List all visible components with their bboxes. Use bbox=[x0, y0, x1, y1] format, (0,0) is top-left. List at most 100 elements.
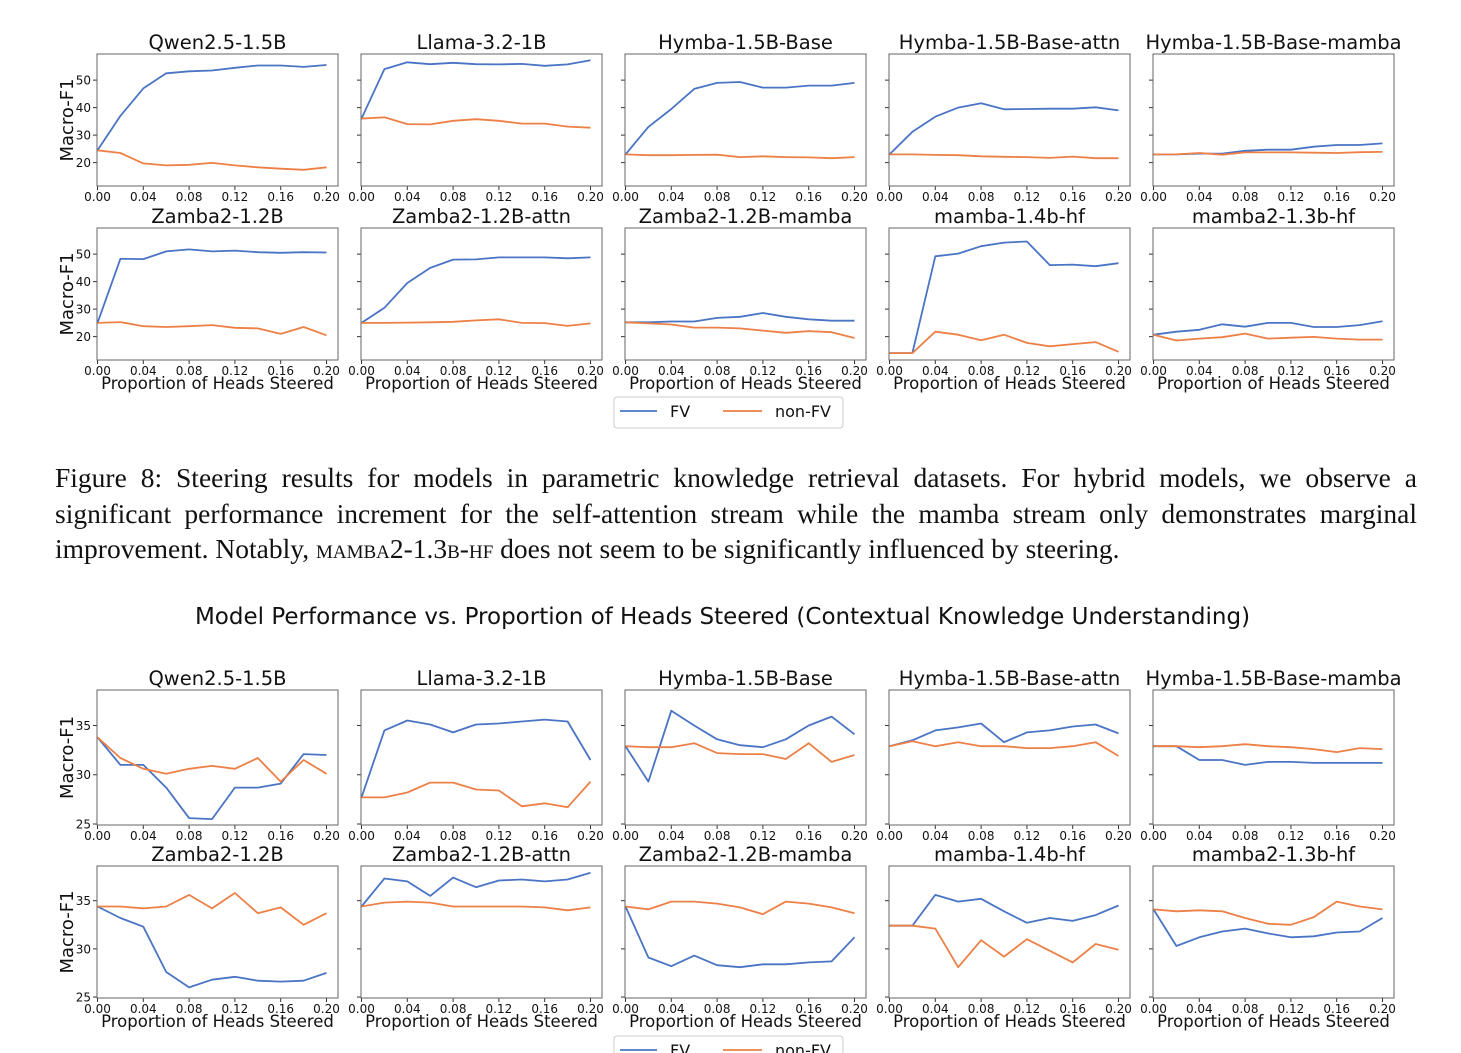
panel-title: Qwen2.5-1.5B bbox=[148, 31, 286, 54]
panel-frame bbox=[360, 865, 603, 999]
x-tick-label: 0.12 bbox=[486, 190, 513, 204]
x-tick-label: 0.20 bbox=[841, 1002, 868, 1016]
y-tick-label: 20 bbox=[76, 156, 91, 170]
fv-series-line bbox=[96, 736, 327, 820]
y-tick-label: 50 bbox=[76, 74, 91, 88]
non-fv-series-line bbox=[97, 149, 327, 171]
x-tick-label: 0.08 bbox=[440, 829, 467, 843]
x-tick-label: 0.12 bbox=[1278, 829, 1305, 843]
panel-title: Qwen2.5-1.5B bbox=[148, 667, 286, 690]
panel-title: Hymba-1.5B-Base-attn bbox=[899, 31, 1120, 54]
x-tick-label: 0.04 bbox=[394, 190, 421, 204]
y-tick-label: 50 bbox=[76, 248, 91, 262]
x-tick-label: 0.04 bbox=[658, 1002, 685, 1016]
x-tick-label: 0.16 bbox=[1059, 364, 1086, 378]
x-tick-label: 0.04 bbox=[130, 364, 157, 378]
panel-frame bbox=[96, 865, 339, 999]
x-tick-label: 0.20 bbox=[1369, 364, 1396, 378]
x-tick-label: 0.16 bbox=[1059, 829, 1086, 843]
x-tick-label: 0.12 bbox=[750, 829, 777, 843]
non-fv-series-line bbox=[889, 153, 1119, 160]
x-tick-label: 0.16 bbox=[531, 190, 558, 204]
x-tick-label: 0.08 bbox=[440, 190, 467, 204]
x-tick-label: 0.20 bbox=[1369, 1002, 1396, 1016]
x-tick-label: 0.00 bbox=[84, 364, 111, 378]
panel-frame bbox=[624, 865, 867, 999]
panel-title: mamba-1.4b-hf bbox=[934, 843, 1086, 866]
x-tick-label: 0.04 bbox=[658, 190, 685, 204]
x-tick-label: 0.20 bbox=[577, 829, 604, 843]
x-tick-label: 0.08 bbox=[968, 829, 995, 843]
figure-2-title: Model Performance vs. Proportion of Head… bbox=[194, 604, 1251, 630]
non-fv-series-line bbox=[625, 153, 855, 160]
y-tick-label: 25 bbox=[76, 991, 91, 1005]
y-tick-label: 20 bbox=[76, 330, 91, 344]
x-tick-label: 0.00 bbox=[1140, 829, 1167, 843]
panel-frame bbox=[1152, 227, 1395, 361]
panel-title: mamba-1.4b-hf bbox=[934, 205, 1086, 228]
panel-title: Hymba-1.5B-Base bbox=[658, 667, 833, 690]
x-tick-label: 0.20 bbox=[313, 364, 340, 378]
y-tick-label: 30 bbox=[76, 303, 91, 317]
x-tick-label: 0.20 bbox=[1369, 190, 1396, 204]
x-tick-label: 0.08 bbox=[704, 1002, 731, 1016]
panel-frame bbox=[624, 227, 867, 361]
x-tick-label: 0.16 bbox=[1059, 1002, 1086, 1016]
x-tick-label: 0.00 bbox=[1140, 190, 1167, 204]
non-fv-series-line bbox=[1153, 151, 1383, 156]
y-tick-label: 35 bbox=[76, 894, 91, 908]
x-tick-label: 0.08 bbox=[176, 364, 203, 378]
x-tick-label: 0.16 bbox=[531, 364, 558, 378]
legend-box bbox=[613, 1035, 844, 1053]
non-fv-series-line bbox=[625, 321, 855, 339]
x-tick-label: 0.20 bbox=[313, 829, 340, 843]
x-tick-label: 0.16 bbox=[531, 829, 558, 843]
x-tick-label: 0.04 bbox=[394, 364, 421, 378]
x-tick-label: 0.12 bbox=[1278, 364, 1305, 378]
fv-series-line bbox=[625, 312, 855, 324]
fv-series-line bbox=[889, 240, 1119, 355]
x-tick-label: 0.00 bbox=[612, 829, 639, 843]
non-fv-series-line bbox=[625, 742, 855, 763]
x-tick-label: 0.20 bbox=[577, 1002, 604, 1016]
x-tick-label: 0.00 bbox=[876, 829, 903, 843]
y-tick-label: 40 bbox=[76, 101, 91, 115]
x-tick-label: 0.16 bbox=[267, 190, 294, 204]
panel-title: Llama-3.2-1B bbox=[416, 667, 546, 690]
x-axis-label: Proportion of Heads Steered bbox=[101, 1012, 334, 1031]
x-tick-label: 0.00 bbox=[876, 364, 903, 378]
x-tick-label: 0.12 bbox=[486, 829, 513, 843]
x-axis-label: Proportion of Heads Steered bbox=[1157, 1012, 1390, 1031]
x-tick-label: 0.08 bbox=[176, 1002, 203, 1016]
x-tick-label: 0.08 bbox=[440, 364, 467, 378]
y-tick-label: 25 bbox=[76, 818, 91, 832]
fv-series-line bbox=[96, 64, 327, 151]
x-tick-label: 0.08 bbox=[440, 1002, 467, 1016]
non-fv-series-line bbox=[97, 892, 327, 926]
y-tick-label: 30 bbox=[76, 129, 91, 143]
x-tick-label: 0.12 bbox=[1278, 190, 1305, 204]
panel-frame bbox=[360, 689, 603, 826]
x-tick-label: 0.20 bbox=[1105, 1002, 1132, 1016]
fv-series-line bbox=[889, 894, 1119, 927]
y-axis-label: Macro-F1 bbox=[57, 78, 78, 161]
fv-series-line bbox=[889, 722, 1119, 748]
x-tick-label: 0.00 bbox=[84, 829, 111, 843]
panel-title: Zamba2-1.2B bbox=[151, 205, 283, 228]
x-tick-label: 0.12 bbox=[750, 1002, 777, 1016]
x-tick-label: 0.16 bbox=[1323, 829, 1350, 843]
non-fv-series-line bbox=[97, 321, 327, 337]
panel-title: Zamba2-1.2B bbox=[151, 843, 283, 866]
x-tick-label: 0.12 bbox=[1014, 829, 1041, 843]
x-tick-label: 0.16 bbox=[531, 1002, 558, 1016]
non-fv-series-line bbox=[1153, 332, 1383, 342]
x-tick-label: 0.00 bbox=[1140, 1002, 1167, 1016]
x-tick-label: 0.08 bbox=[704, 364, 731, 378]
non-fv-series-line bbox=[361, 318, 591, 327]
x-axis-label: Proportion of Heads Steered bbox=[629, 1012, 862, 1031]
panel-title: Zamba2-1.2B-mamba bbox=[639, 205, 853, 228]
fv-series-line bbox=[888, 102, 1119, 156]
panel-frame bbox=[888, 227, 1131, 361]
x-tick-label: 0.00 bbox=[84, 190, 111, 204]
